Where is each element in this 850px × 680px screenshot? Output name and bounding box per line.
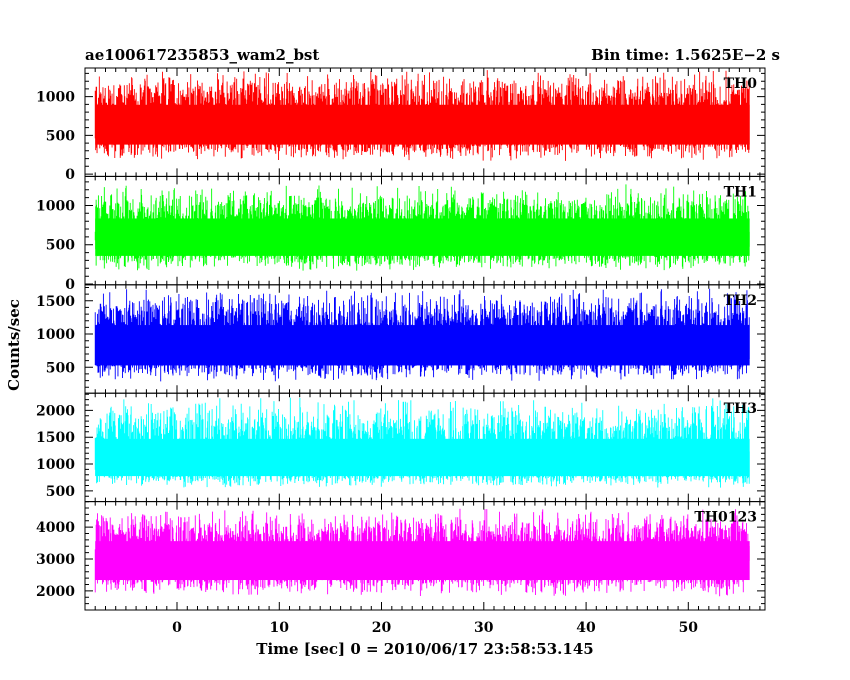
x-axis-label: Time [sec] 0 = 2010/06/17 23:58:53.145 — [256, 640, 593, 658]
series-core-th3 — [95, 438, 750, 477]
y-tick-label: 1500 — [36, 294, 75, 310]
panel-frame — [84, 501, 766, 611]
chart-title: ae100617235853_wam2_bst — [85, 46, 319, 64]
panel-label-th0: TH0 — [724, 76, 758, 92]
x-tick-label: 10 — [270, 620, 290, 636]
panel-label-th0123: TH0123 — [694, 510, 757, 526]
panel-label-th2: TH2 — [724, 293, 757, 309]
panel-label-th3: TH3 — [724, 401, 757, 417]
series-core-th1 — [95, 218, 750, 256]
y-tick-label: 500 — [46, 238, 75, 254]
series-core-th0 — [95, 104, 750, 145]
x-tick-label: 40 — [576, 620, 596, 636]
y-tick-label: 1500 — [36, 430, 75, 446]
panel-ticks — [84, 284, 765, 394]
y-tick-label: 2000 — [36, 584, 75, 600]
panel-th3: 500 1000 1500 2000 TH3 — [36, 392, 766, 503]
panel-th1: 0 500 1000 TH1 — [36, 175, 766, 293]
x-tick-labels: 0 10 20 30 40 50 — [172, 620, 698, 636]
panel-th0123: 2000 3000 4000 TH0123 — [36, 501, 766, 611]
x-tick-label: 20 — [372, 620, 392, 636]
series-core-th0123 — [95, 541, 750, 581]
y-tick-label: 0 — [65, 277, 75, 293]
y-tick-label: 1000 — [36, 198, 75, 214]
panel-th2: 500 1000 1500 TH2 — [36, 284, 766, 394]
y-axis-label: Counts/sec — [5, 299, 23, 391]
x-tick-label: 50 — [679, 620, 699, 636]
bin-time-label: Bin time: 1.5625E−2 s — [591, 46, 780, 64]
y-tick-label: 500 — [46, 484, 75, 500]
panel-label-th1: TH1 — [724, 184, 757, 200]
panel-ticks — [84, 176, 765, 285]
y-tick-label: 500 — [46, 128, 75, 144]
y-tick-label: 0 — [65, 167, 75, 183]
y-tick-label: 1000 — [36, 90, 75, 106]
y-tick-label: 4000 — [36, 520, 75, 536]
panels-group: 0 500 1000 TH0 0 500 1000 TH1 500 1000 1500 TH2 500 1… — [36, 67, 766, 611]
y-tick-label: 3000 — [36, 552, 75, 568]
panel-ticks — [84, 501, 765, 611]
panel-th0: 0 500 1000 TH0 — [36, 67, 766, 183]
series-core-th2 — [95, 325, 750, 366]
y-tick-label: 2000 — [36, 403, 75, 419]
y-tick-label: 500 — [46, 360, 75, 376]
panel-ticks — [84, 68, 765, 177]
x-tick-label: 0 — [172, 620, 182, 636]
y-tick-label: 1000 — [36, 327, 75, 343]
x-tick-label: 30 — [474, 620, 494, 636]
y-tick-label: 1000 — [36, 457, 75, 473]
